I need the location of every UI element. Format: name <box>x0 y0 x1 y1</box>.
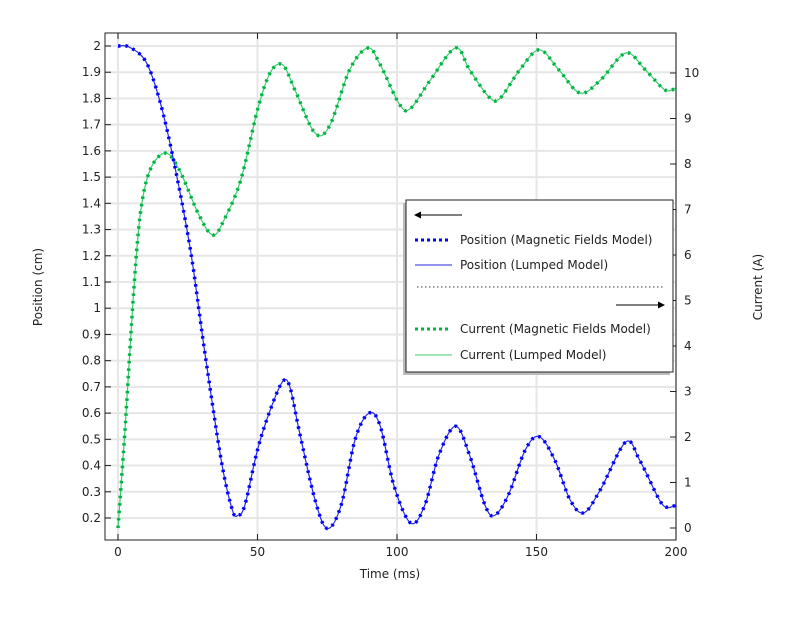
x-tick-label: 150 <box>525 545 548 559</box>
legend-label-current-mf: Current (Magnetic Fields Model) <box>460 322 651 336</box>
y-tick-label-right: 0 <box>684 521 692 535</box>
y-tick-label-left: 0.6 <box>82 406 101 420</box>
y-tick-label-right: 1 <box>684 476 692 490</box>
ticks: 0 50 100 150 2000.20.30.40.50.60.70.80.911.1… <box>82 33 699 559</box>
y-tick-label-left: 1.9 <box>82 65 101 79</box>
legend-box <box>405 199 674 373</box>
y-tick-label-left: 0.4 <box>82 459 101 473</box>
x-tick-label: 50 <box>250 545 265 559</box>
y-tick-label-left: 1.5 <box>82 170 101 184</box>
x-tick-label: 100 <box>386 545 409 559</box>
legend: Position (Magnetic Fields Model) Positio… <box>403 199 674 375</box>
series-layer <box>116 43 677 531</box>
y-tick-label-left: 2 <box>93 39 101 53</box>
x-tick-label: 0 <box>114 545 122 559</box>
y-tick-label-left: 1.7 <box>82 118 101 132</box>
y-tick-label-left: 1 <box>93 301 101 315</box>
y-tick-label-left: 0.9 <box>82 327 101 341</box>
series-position-magnetic-fields <box>117 43 677 531</box>
x-tick-label: 200 <box>665 545 688 559</box>
y-tick-label-left: 1.4 <box>82 196 101 210</box>
legend-label-current-lumped: Current (Lumped Model) <box>460 348 606 362</box>
y-tick-label-right: 10 <box>684 66 699 80</box>
legend-label-position-mf: Position (Magnetic Fields Model) <box>460 233 652 247</box>
y-tick-label-left: 1.3 <box>82 223 101 237</box>
right-arrow-icon-head <box>658 301 665 309</box>
y-tick-label-right: 6 <box>684 248 692 262</box>
y-tick-label-left: 1.2 <box>82 249 101 263</box>
y-tick-label-right: 5 <box>684 294 692 308</box>
y-tick-label-left: 1.8 <box>82 91 101 105</box>
y-tick-label-right: 3 <box>684 385 692 399</box>
x-axis-label: Time (ms) <box>359 567 421 581</box>
y-tick-label-left: 0.2 <box>82 511 101 525</box>
left-arrow-icon-head <box>414 211 421 219</box>
y-tick-label-left: 0.3 <box>82 485 101 499</box>
y-tick-label-right: 4 <box>684 339 692 353</box>
y-axis-left-label: Position (cm) <box>31 248 45 326</box>
legend-label-position-lumped: Position (Lumped Model) <box>460 258 608 272</box>
y-tick-label-left: 0.7 <box>82 380 101 394</box>
series-current-magnetic-fields <box>116 46 677 529</box>
y-tick-label-right: 2 <box>684 430 692 444</box>
y-tick-label-right: 7 <box>684 203 692 217</box>
y-tick-label-right: 9 <box>684 112 692 126</box>
y-tick-label-right: 8 <box>684 157 692 171</box>
y-tick-label-left: 0.8 <box>82 354 101 368</box>
y-axis-right-label: Current (A) <box>751 254 765 320</box>
y-tick-label-left: 1.6 <box>82 144 101 158</box>
y-tick-label-left: 0.5 <box>82 432 101 446</box>
y-tick-label-left: 1.1 <box>82 275 101 289</box>
plot-frame <box>104 32 677 541</box>
